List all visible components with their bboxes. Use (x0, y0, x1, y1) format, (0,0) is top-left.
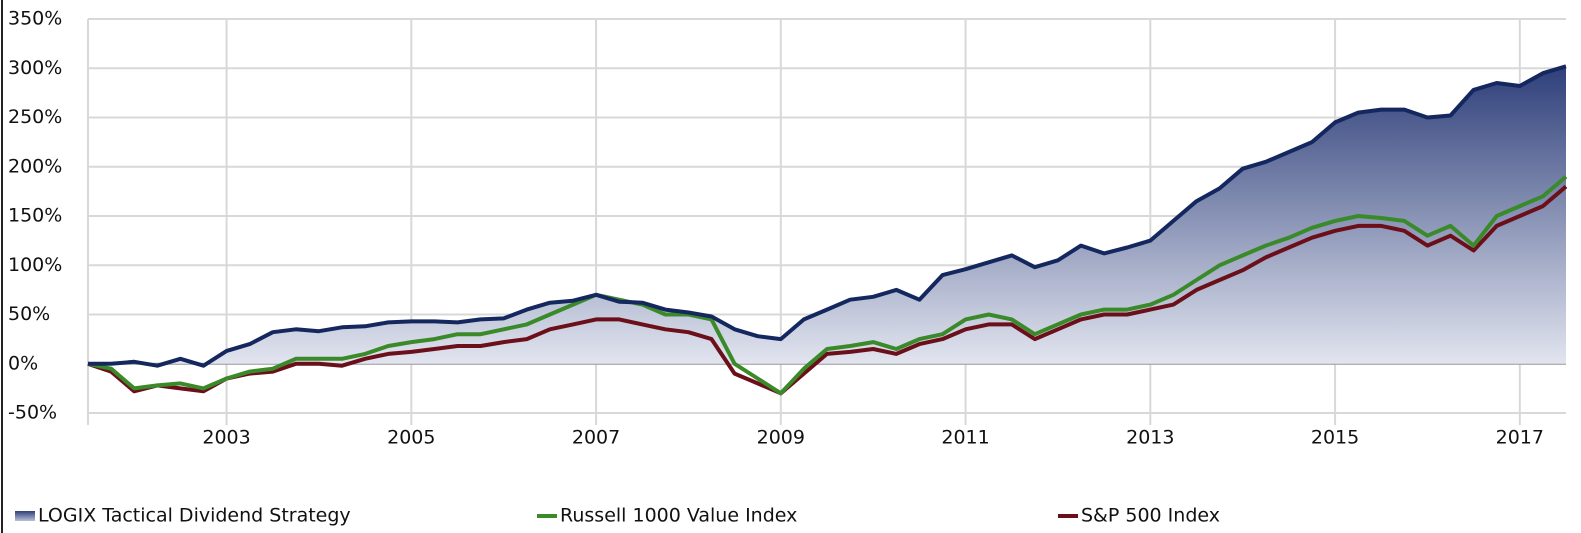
y-tick-label: 50% (8, 303, 50, 325)
y-tick-label: 200% (8, 155, 62, 177)
legend-swatch (1058, 514, 1078, 518)
legend-label: Russell 1000 Value Index (560, 505, 797, 527)
series-line (87, 184, 1568, 396)
legend-label: S&P 500 Index (1081, 505, 1220, 527)
legend-swatch (537, 514, 557, 518)
x-tick-label: 2011 (941, 427, 989, 449)
x-tick-label: 2017 (1496, 427, 1544, 449)
y-tick-label: 0% (8, 352, 38, 374)
x-tick-label: 2015 (1311, 427, 1359, 449)
x-tick-label: 2005 (387, 427, 435, 449)
x-tick-label: 2013 (1126, 427, 1174, 449)
y-tick-label: -50% (8, 402, 57, 424)
series-line (88, 64, 1567, 368)
x-tick-label: 2007 (572, 427, 620, 449)
x-tick-label: 2009 (757, 427, 805, 449)
y-tick-label: 350% (8, 8, 62, 30)
y-tick-label: 250% (8, 106, 62, 128)
series-line (87, 175, 1568, 396)
y-tick-label: 100% (8, 254, 62, 276)
y-tick-label: 150% (8, 205, 62, 227)
legend-label: LOGIX Tactical Dividend Strategy (38, 505, 351, 527)
x-tick-label: 2003 (202, 427, 250, 449)
y-tick-label: 300% (8, 57, 62, 79)
legend-swatch (15, 511, 35, 521)
